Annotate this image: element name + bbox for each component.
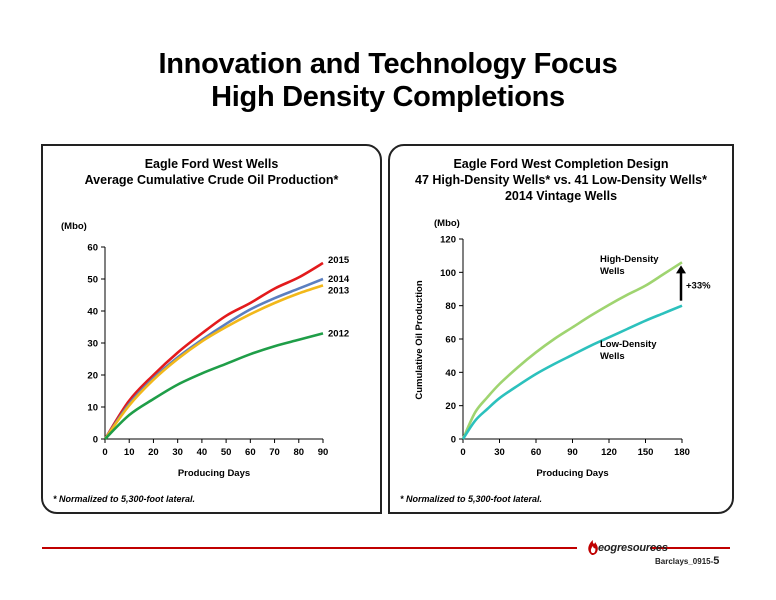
y-axis-unit-label: (Mbo) [61, 221, 87, 232]
series-label-2013: 2013 [328, 285, 349, 296]
x-tick-label: 0 [102, 447, 107, 458]
y-tick-label: 100 [440, 268, 456, 279]
series-line-2012 [104, 332, 324, 440]
series-label-2014: 2014 [328, 274, 350, 285]
footer-rule-right [650, 547, 730, 549]
slide-reference: Barclays_0915-5 [655, 555, 720, 567]
x-tick-label: 60 [245, 447, 256, 458]
series-line-2014 [103, 277, 324, 440]
y-tick-label: 60 [87, 243, 98, 254]
x-tick-label: 150 [638, 447, 654, 458]
y-tick-label: 20 [87, 371, 98, 382]
left-footnote: * Normalized to 5,300-foot lateral. [53, 494, 196, 504]
series-label-2015: 2015 [328, 255, 350, 266]
y-tick-label: 120 [440, 235, 456, 246]
y-tick-label: 60 [445, 335, 456, 346]
left-chart-title-line1: Eagle Ford West Wells [144, 157, 279, 171]
left-chart-title-line2: Average Cumulative Crude Oil Production* [84, 173, 339, 187]
y-tick-label: 20 [445, 401, 456, 412]
series-line-low-density-wells [461, 304, 683, 440]
x-tick-label: 120 [601, 447, 617, 458]
logo-text: eogresources [598, 542, 668, 554]
slide-ref-text: Barclays_0915 [655, 557, 711, 566]
y-tick-label: 40 [445, 368, 456, 379]
y-tick-label: 50 [87, 275, 98, 286]
x-tick-label: 60 [531, 447, 542, 458]
y-tick-label: 10 [87, 403, 98, 414]
right-chart-title-line2: 47 High-Density Wells* vs. 41 Low-Densit… [415, 173, 707, 187]
slide-title-line1: Innovation and Technology Focus [158, 48, 618, 80]
right-chart-svg: 0 20 40 60 80 100 120 0 30 60 90 120 150 180 Producing… [414, 218, 711, 479]
left-chart-panel: Eagle Ford West Wells Average Cumulative… [41, 144, 382, 514]
series-label-low-density: Low-Density Wells [600, 339, 657, 362]
right-chart-title-line3: 2014 Vintage Wells [504, 189, 618, 203]
series-line-2013 [103, 284, 324, 440]
uplift-annotation: +33% [686, 281, 711, 292]
x-tick-label: 30 [494, 447, 505, 458]
left-chart-svg: 0 10 20 30 40 50 60 0 10 20 30 40 50 60 70 80 90 Producin… [61, 221, 350, 479]
uplift-arrow-head-icon [676, 265, 686, 274]
x-tick-label: 90 [567, 447, 578, 458]
x-tick-label: 30 [172, 447, 183, 458]
series-label-2012: 2012 [328, 328, 349, 339]
y-tick-label: 0 [93, 435, 98, 446]
slide-title-line2: High Density Completions [211, 81, 565, 113]
x-tick-label: 10 [124, 447, 135, 458]
x-tick-label: 20 [148, 447, 159, 458]
x-tick-label: 90 [318, 447, 329, 458]
x-axis-label: Producing Days [178, 468, 250, 479]
slide-page-number: 5 [713, 555, 720, 567]
series-label-high-density: High-Density Wells [600, 254, 659, 277]
x-tick-label: 80 [293, 447, 304, 458]
y-tick-label: 30 [87, 339, 98, 350]
y-tick-label: 80 [445, 301, 456, 312]
eog-flame-logo-icon [588, 540, 598, 555]
slide-title: Innovation and Technology Focus High Den… [0, 48, 776, 114]
x-tick-label: 0 [460, 447, 465, 458]
footer-rule-left [42, 547, 577, 549]
x-tick-label: 40 [197, 447, 208, 458]
x-tick-label: 70 [269, 447, 280, 458]
x-tick-label: 180 [674, 447, 690, 458]
y-axis-unit-label: (Mbo) [434, 218, 460, 229]
x-axis-label: Producing Days [536, 468, 608, 479]
series-line-2015 [103, 261, 324, 440]
y-axis-label: Cumulative Oil Production [414, 280, 425, 399]
right-chart-panel: Eagle Ford West Completion Design 47 Hig… [388, 144, 734, 514]
right-chart-title-line1: Eagle Ford West Completion Design [453, 157, 669, 171]
y-tick-label: 40 [87, 307, 98, 318]
x-tick-label: 50 [221, 447, 232, 458]
y-tick-label: 0 [451, 435, 456, 446]
right-chart-title: Eagle Ford West Completion Design 47 Hig… [390, 156, 732, 204]
right-footnote: * Normalized to 5,300-foot lateral. [400, 494, 543, 504]
left-chart-title: Eagle Ford West Wells Average Cumulative… [43, 156, 380, 188]
series-line-high-density-wells [461, 261, 683, 440]
